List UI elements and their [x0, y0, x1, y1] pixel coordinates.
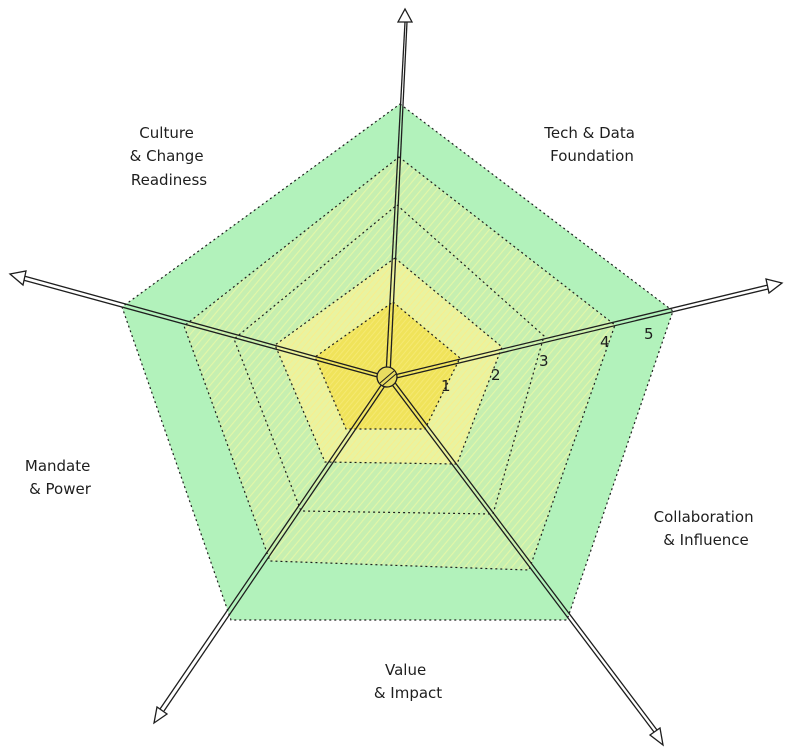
arrowhead-bottom-right-icon: [648, 726, 664, 747]
axis-label-culture: Culture & Change Readiness: [130, 124, 209, 189]
axis-value: [386, 375, 664, 747]
ring-2-outline: [274, 257, 503, 465]
scale-label-3: 3: [539, 352, 549, 370]
scale-label-4: 4: [600, 333, 610, 351]
ring-5-outline: [121, 103, 674, 621]
axis-label-value: Value & Impact: [374, 661, 442, 702]
arrowhead-left-icon: [8, 270, 27, 287]
axis-tech: [385, 7, 414, 376]
axis-mandate: [153, 377, 390, 725]
scale-label-2: 2: [491, 366, 501, 384]
ring-1-outline: [314, 301, 461, 430]
axis-culture: [8, 270, 387, 380]
arrowhead-top-icon: [396, 7, 414, 23]
axis-label-tech: Tech & Data Foundation: [543, 124, 639, 165]
arrowhead-bottom-left-icon: [153, 705, 169, 725]
axis-collaboration: [385, 278, 784, 381]
axis-label-mandate: Mandate & Power: [25, 457, 95, 498]
arrowhead-right-icon: [765, 278, 784, 295]
scale-label-1: 1: [441, 377, 451, 395]
axis-label-collaboration: Collaboration & Influence: [654, 508, 759, 549]
scale-label-5: 5: [644, 325, 654, 343]
ring-1-fill: [315, 302, 460, 429]
